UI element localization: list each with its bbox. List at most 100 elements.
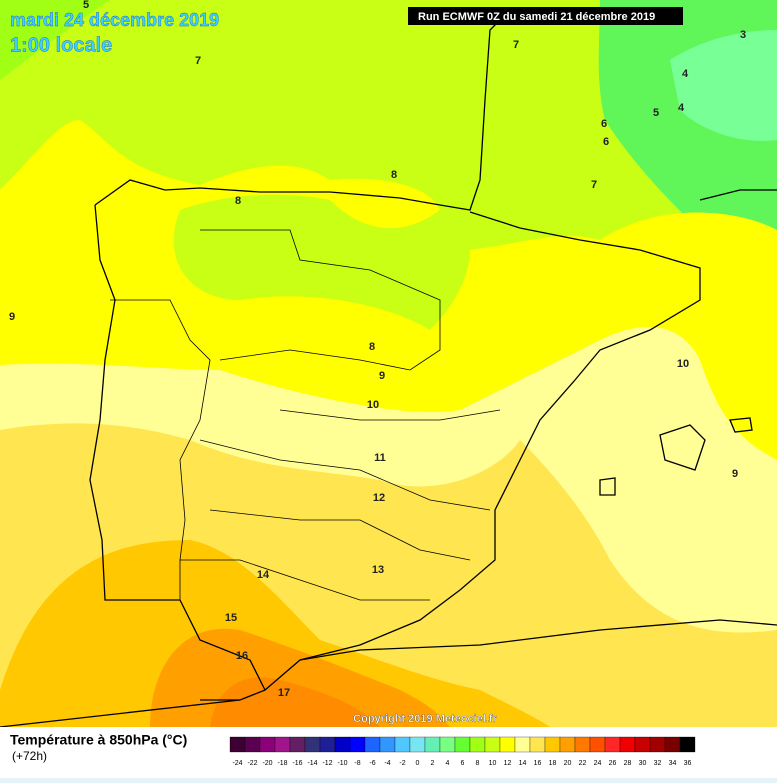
color-swatch: [454, 736, 471, 753]
color-swatch: [379, 736, 396, 753]
colorbar-tick: -20: [262, 760, 272, 767]
coastline: [699, 189, 777, 201]
color-swatch: [409, 736, 426, 753]
border: [180, 229, 501, 601]
contour-label: 5: [83, 0, 89, 11]
color-swatch: [229, 736, 246, 753]
contour-label: 9: [732, 468, 738, 480]
color-swatch: [619, 736, 636, 753]
colorbar-tick: -4: [384, 760, 390, 767]
contour-label: 7: [591, 179, 597, 191]
coastline: [0, 19, 777, 728]
colorbar-tick: 0: [416, 760, 420, 767]
colorbar-tick: 8: [476, 760, 480, 767]
contour-label: 15: [225, 612, 237, 624]
color-swatch: [589, 736, 606, 753]
run-box: [408, 7, 683, 25]
color-swatch: [304, 736, 321, 753]
coastline: [0, 619, 777, 728]
legend-panel: [0, 727, 777, 778]
colorbar-tick: 16: [534, 760, 542, 767]
color-swatch: [604, 736, 621, 753]
color-swatch: [679, 736, 696, 753]
colorbar-tick: 30: [639, 760, 647, 767]
coastline: [89, 204, 266, 691]
color-swatch: [274, 736, 291, 753]
contour-label: 17: [278, 687, 290, 699]
coastline: [200, 211, 701, 701]
date: mardi 24 décembre 2019: [10, 10, 219, 30]
copyright: Copyright 2019 Meteociel.fr: [353, 713, 497, 725]
color-swatch: [319, 736, 336, 753]
color-swatch: [514, 736, 531, 753]
colorbar-tick: -14: [307, 760, 317, 767]
border: [110, 229, 501, 601]
colorbar-tick: 22: [579, 760, 587, 767]
contour-label: 8: [391, 169, 397, 181]
color-swatch: [574, 736, 591, 753]
colorbar-tick: -18: [277, 760, 287, 767]
colorbar-tick: 36: [684, 760, 692, 767]
field: [0, 0, 110, 80]
coastline: [94, 19, 501, 211]
contour-label: 8: [369, 341, 375, 353]
color-swatch: [499, 736, 516, 753]
colorbar-tick: -2: [399, 760, 405, 767]
run-label: Run ECMWF 0Z du samedi 21 décembre 2019: [418, 11, 655, 23]
color-swatch: [424, 736, 441, 753]
colorbar-tick: 6: [461, 760, 465, 767]
color-swatch: [559, 736, 576, 753]
color-swatch: [544, 736, 561, 753]
colorbar-tick: 24: [594, 760, 602, 767]
contour-label: 10: [367, 399, 379, 411]
color-swatch: [244, 736, 261, 753]
contour-label: 4: [682, 68, 689, 80]
colorbar-tick: 2: [431, 760, 435, 767]
colorbar-tick: 26: [609, 760, 617, 767]
color-swatch: [649, 736, 666, 753]
contour-label: 6: [601, 118, 607, 130]
colorbar-tick: 4: [446, 760, 450, 767]
color-swatch: [439, 736, 456, 753]
colorbar-tick: 32: [654, 760, 662, 767]
field: [0, 540, 550, 727]
color-swatch: [529, 736, 546, 753]
contour-label: 7: [195, 55, 201, 67]
contour-label: 13: [372, 564, 384, 576]
contour-label: 9: [9, 311, 15, 323]
color-swatch: [394, 736, 411, 753]
colorbar-tick: 12: [504, 760, 512, 767]
colorbar-tick: -16: [292, 760, 302, 767]
contour-label: 6: [603, 136, 609, 148]
color-swatch: [469, 736, 486, 753]
colorbar-tick: 28: [624, 760, 632, 767]
time: 1:00 locale: [10, 34, 112, 56]
contour-label: 8: [235, 195, 241, 207]
colorbar-tick: 20: [564, 760, 572, 767]
contour-label: 10: [677, 358, 689, 370]
contour-label: 16: [236, 650, 248, 662]
color-swatch: [364, 736, 381, 753]
colorbar-tick: 10: [489, 760, 497, 767]
color-swatch: [484, 736, 501, 753]
color-swatch: [289, 736, 306, 753]
colorbar-tick: -10: [337, 760, 347, 767]
contour-label: 9: [379, 370, 385, 382]
border: [110, 299, 211, 600]
contour-label: 12: [373, 492, 385, 504]
colorbar-tick: -8: [354, 760, 360, 767]
colorbar-tick: 34: [669, 760, 677, 767]
color-swatch: [634, 736, 651, 753]
color-swatch: [334, 736, 351, 753]
contour-label: 11: [374, 452, 386, 464]
colorbar-tick: 14: [519, 760, 527, 767]
contour-label: 14: [257, 569, 270, 581]
coastline: [599, 417, 753, 496]
contour-label: 4: [678, 102, 685, 114]
contour-label: 7: [513, 39, 519, 51]
field: [210, 677, 380, 727]
color-swatch: [664, 736, 681, 753]
legend-subtitle: (+72h): [12, 749, 47, 763]
